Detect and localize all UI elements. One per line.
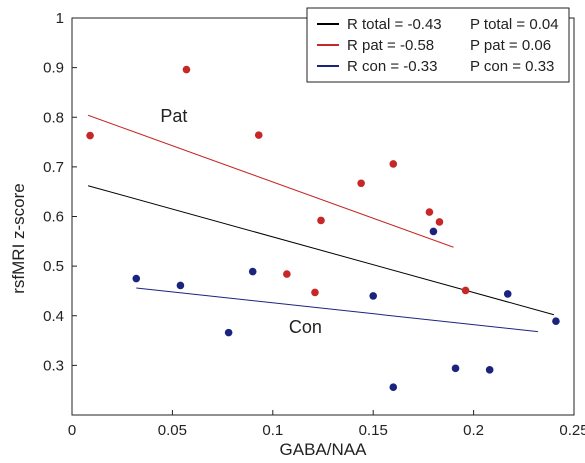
x-tick-label: 0 [68, 422, 76, 439]
y-tick-label: 0.9 [43, 60, 64, 77]
legend-r-value: R total = -0.43 [347, 16, 442, 33]
regression-lines [87, 114, 555, 333]
legend-p-value: P total = 0.04 [470, 16, 559, 33]
legend-r-value: R con = -0.33 [347, 58, 437, 75]
x-axis-ticks: 0 0.05 0.1 0.15 0.2 0.25 [68, 410, 585, 439]
y-tick-label: 1 [56, 10, 64, 27]
y-tick-label: 0.5 [43, 258, 64, 275]
data-point-con [451, 364, 460, 373]
x-axis-title: GABA/NAA [280, 440, 368, 459]
data-point-con [552, 317, 560, 326]
y-tick-label: 0.6 [43, 209, 64, 226]
y-tick-label: 0.8 [43, 109, 64, 126]
data-points [86, 65, 560, 392]
group-label-pat: Pat [160, 106, 187, 126]
x-tick-label: 0.1 [262, 422, 283, 439]
data-point-pat [317, 216, 325, 225]
data-point-pat [435, 218, 444, 226]
x-tick-label: 0.05 [158, 422, 187, 439]
regression-line [87, 185, 555, 316]
regression-line [87, 114, 454, 248]
data-point-con [176, 281, 185, 290]
data-point-pat [311, 288, 319, 297]
data-point-con [485, 366, 494, 374]
regression-line [136, 287, 538, 333]
data-point-con [389, 383, 398, 392]
legend-p-value: P pat = 0.06 [470, 37, 551, 54]
y-tick-label: 0.4 [43, 308, 64, 325]
data-point-pat [357, 179, 365, 188]
data-point-pat [86, 131, 94, 140]
y-tick-label: 0.3 [43, 357, 64, 374]
legend-p-value: P con = 0.33 [470, 58, 554, 75]
data-point-con [224, 328, 233, 337]
data-point-pat [283, 270, 291, 278]
x-tick-label: 0.25 [559, 422, 585, 439]
group-label-con: Con [289, 317, 322, 337]
data-point-pat [182, 65, 191, 74]
data-point-pat [389, 160, 398, 168]
data-point-con [248, 267, 257, 276]
legend-box [306, 7, 570, 83]
data-point-con [503, 290, 512, 298]
x-tick-label: 0.15 [359, 422, 388, 439]
y-axis-title: rsfMRI z-score [9, 183, 28, 294]
data-point-pat [425, 208, 434, 216]
data-point-con [132, 274, 141, 283]
legend: R total = -0.43 P total = 0.04 R pat = -0.… [306, 7, 570, 83]
y-axis-ticks: 0.3 0.4 0.5 0.6 0.7 0.8 0.9 1 [43, 10, 77, 374]
data-point-con [429, 227, 438, 236]
y-tick-label: 0.7 [43, 159, 64, 176]
data-point-con [369, 292, 378, 300]
legend-r-value: R pat = -0.58 [347, 37, 434, 54]
data-point-pat [254, 131, 263, 139]
group-labels: Pat Con [160, 106, 322, 337]
x-tick-label: 0.2 [463, 422, 484, 439]
data-point-pat [461, 286, 470, 295]
